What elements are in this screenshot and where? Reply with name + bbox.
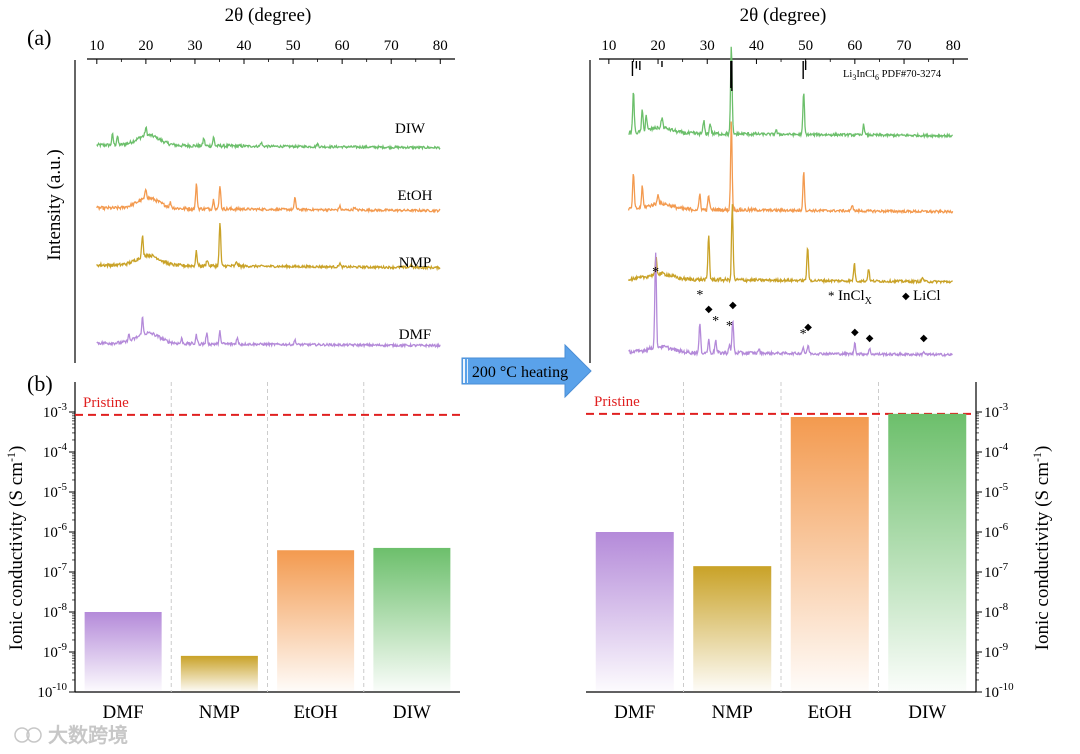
xrd-xtick-label: 20 — [138, 38, 153, 54]
xrd-series-label: DIW — [395, 121, 426, 137]
incl-peak-marker: * — [652, 265, 659, 280]
pristine-label: Pristine — [83, 395, 129, 411]
conductivity-right-ylabel: Ionic conductivity (S cm-1) — [1030, 446, 1053, 651]
conductivity-ytick-label: 10-10 — [37, 681, 67, 701]
bar-etoh — [277, 550, 355, 692]
category-label: EtOH — [808, 702, 853, 723]
licl-peak-marker: ◆ — [705, 304, 713, 315]
legend-star-marker: * — [828, 288, 835, 303]
category-label: DIW — [393, 702, 431, 723]
licl-peak-marker: ◆ — [851, 327, 859, 338]
xrd-xtick-label: 70 — [384, 38, 399, 54]
conductivity-ytick-label: 10-10 — [984, 681, 1014, 701]
incl-peak-marker: * — [800, 327, 807, 342]
category-label: EtOH — [293, 702, 338, 723]
bar-diw — [373, 547, 451, 692]
xrd-xtick-label: 60 — [335, 38, 350, 54]
conductivity-left-ylabel: Ionic conductivity (S cm-1) — [4, 446, 27, 651]
category-label: DIW — [908, 702, 946, 723]
conductivity-ytick-label: 10-6 — [984, 521, 1009, 541]
legend-licl-label: LiCl — [913, 288, 941, 304]
xrd-xtick-label: 30 — [700, 38, 715, 54]
panel-a-label: (a) — [27, 25, 51, 50]
conductivity-left-chart: Ionic conductivity (S cm-1) 10-10 10-9 10-… — [4, 382, 460, 723]
category-label: DMF — [103, 702, 144, 723]
watermark: 大数跨境 — [14, 723, 128, 747]
heating-arrow: 200 °C heating — [461, 343, 592, 399]
licl-peak-marker: ◆ — [729, 300, 737, 311]
category-label: NMP — [712, 702, 753, 723]
incl-peak-marker: * — [696, 288, 703, 303]
licl-peak-marker: ◆ — [866, 333, 874, 344]
xrd-xtick-label: 10 — [601, 38, 616, 54]
incl-peak-marker: * — [712, 314, 719, 329]
xrd-xtick-label: 10 — [89, 38, 104, 54]
conductivity-right-chart: Ionic conductivity (S cm-1) 10-10 10-9 10-… — [586, 382, 1053, 723]
bar-dmf — [595, 532, 674, 692]
conductivity-ytick-label: 10-9 — [43, 641, 68, 661]
xrd-series-diw — [96, 125, 441, 151]
pristine-label: Pristine — [594, 394, 640, 410]
conductivity-ytick-label: 10-5 — [43, 481, 68, 501]
xrd-left-xlabel: 2θ (degree) — [225, 5, 312, 26]
xrd-series-diw — [628, 46, 954, 139]
licl-peak-marker: ◆ — [804, 322, 812, 333]
xrd-xtick-label: 80 — [946, 38, 961, 54]
legend-incl-label: InClX — [838, 288, 873, 307]
panel-b-label: (b) — [27, 371, 53, 396]
legend-diamond-marker: ◆ — [902, 291, 910, 302]
xrd-right-xlabel: 2θ (degree) — [740, 5, 827, 26]
xrd-series-label: DMF — [399, 327, 432, 343]
bar-nmp — [180, 655, 258, 692]
xrd-xtick-label: 40 — [749, 38, 764, 54]
xrd-xtick-label: 80 — [433, 38, 448, 54]
conductivity-ytick-label: 10-4 — [43, 441, 68, 461]
conductivity-ytick-label: 10-7 — [984, 561, 1009, 581]
conductivity-ytick-label: 10-4 — [984, 441, 1009, 461]
xrd-series-etoh — [627, 121, 954, 215]
xrd-right-chart: 2θ (degree) Li3InCl6 PDF#70-3274 * InClX… — [589, 5, 968, 363]
xrd-series-etoh — [96, 183, 441, 214]
category-label: DMF — [614, 702, 655, 723]
xrd-xtick-label: 50 — [286, 38, 301, 54]
xrd-xtick-label: 70 — [897, 38, 912, 54]
xrd-series-dmf — [628, 252, 953, 358]
xrd-xtick-label: 50 — [798, 38, 813, 54]
xrd-series-label: EtOH — [398, 188, 433, 204]
xrd-series-nmp — [627, 204, 953, 285]
xrd-left-ylabel: Intensity (a.u.) — [44, 149, 65, 260]
conductivity-ytick-label: 10-8 — [43, 601, 68, 621]
reference-card-label: Li3InCl6 PDF#70-3274 — [843, 69, 942, 82]
conductivity-ytick-label: 10-7 — [43, 561, 68, 581]
xrd-series-nmp — [96, 222, 441, 272]
phase-legend: * InClX ◆ LiCl — [828, 288, 941, 307]
xrd-xtick-label: 40 — [237, 38, 252, 54]
category-label: NMP — [199, 702, 240, 723]
xrd-xtick-label: 30 — [187, 38, 202, 54]
xrd-left-chart: 2θ (degree) Intensity (a.u.) 10 20 30 40 50 6… — [44, 5, 455, 363]
watermark-text: 大数跨境 — [48, 723, 128, 747]
conductivity-ytick-label: 10-3 — [984, 401, 1009, 421]
bar-nmp — [693, 566, 772, 692]
conductivity-ytick-label: 10-9 — [984, 641, 1009, 661]
heating-arrow-label: 200 °C heating — [472, 364, 568, 381]
conductivity-ytick-label: 10-3 — [43, 401, 68, 421]
conductivity-ytick-label: 10-5 — [984, 481, 1009, 501]
conductivity-ytick-label: 10-8 — [984, 601, 1009, 621]
xrd-xtick-label: 20 — [651, 38, 666, 54]
bar-diw — [888, 413, 967, 692]
bar-dmf — [84, 612, 162, 692]
conductivity-ytick-label: 10-6 — [43, 521, 68, 541]
incl-peak-marker: * — [726, 319, 733, 334]
bar-etoh — [790, 416, 869, 692]
watermark-logo-icon — [14, 727, 30, 743]
xrd-xtick-label: 60 — [847, 38, 862, 54]
licl-peak-marker: ◆ — [920, 333, 928, 344]
xrd-series-dmf — [96, 315, 441, 349]
xrd-series-label: NMP — [399, 255, 432, 271]
